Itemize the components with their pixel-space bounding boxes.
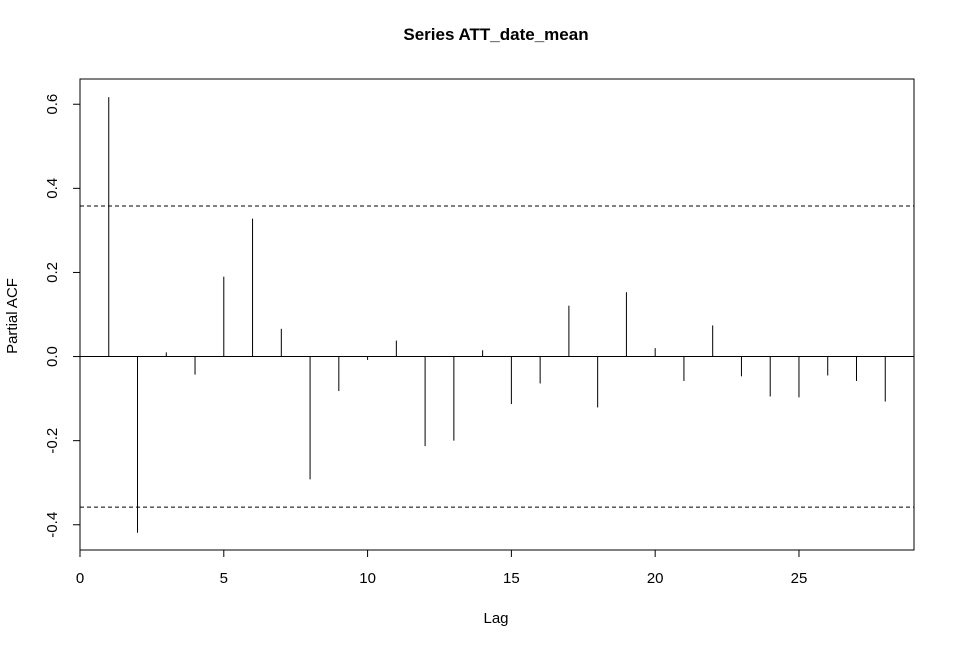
y-tick-label: 0.2 [44, 262, 61, 283]
y-axis-label: Partial ACF [4, 278, 21, 354]
y-axis: -0.4 -0.2 0.0 0.2 0.4 0.6 [44, 94, 81, 538]
x-tick-label: 15 [503, 570, 520, 587]
x-tick-label: 0 [76, 570, 84, 587]
x-axis: 0 5 10 15 20 25 [76, 549, 808, 587]
x-axis-label: Lag [483, 610, 508, 627]
plot-frame [79, 78, 915, 551]
chart-title: Series ATT_date_mean [403, 25, 588, 44]
pacf-bars [108, 97, 886, 533]
y-tick-label: 0.0 [44, 346, 61, 367]
y-tick-label: 0.4 [44, 178, 61, 199]
x-tick-label: 5 [220, 570, 228, 587]
x-tick-label: 25 [791, 570, 808, 587]
y-tick-label: 0.6 [44, 94, 61, 115]
x-tick-label: 20 [647, 570, 664, 587]
y-tick-label: -0.4 [44, 512, 61, 538]
x-tick-label: 10 [359, 570, 376, 587]
reference-lines [80, 205, 914, 508]
y-tick-label: -0.2 [44, 428, 61, 454]
